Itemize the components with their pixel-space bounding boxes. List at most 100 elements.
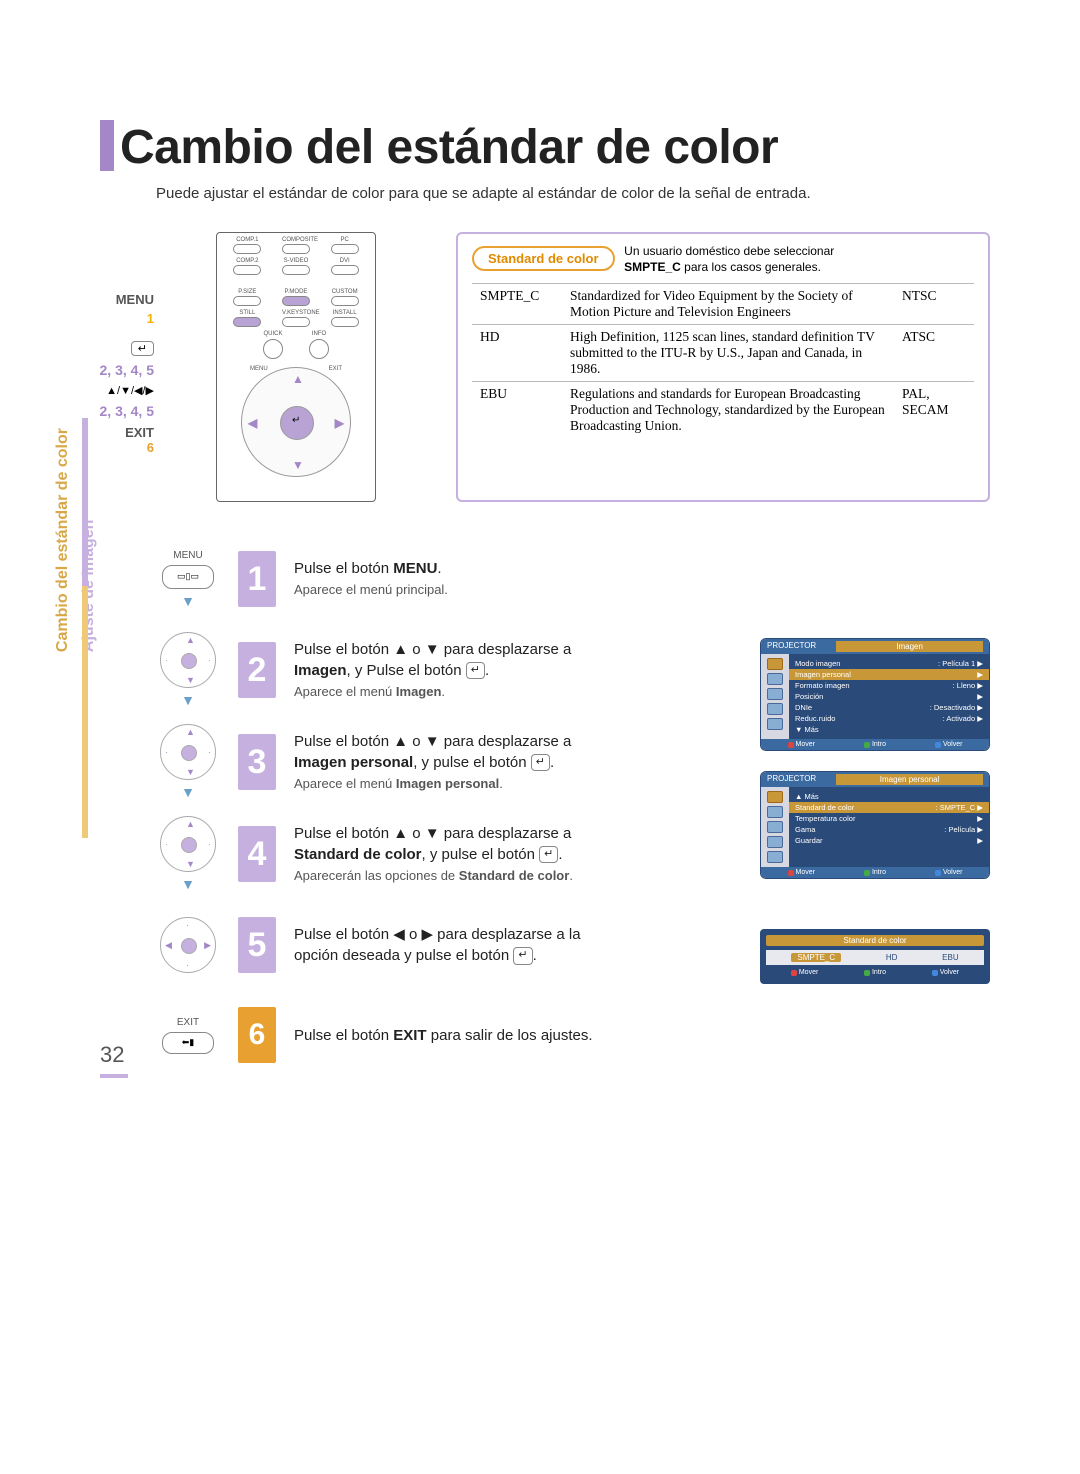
sidebar-stripe: [82, 418, 88, 838]
rb: DVI: [340, 258, 350, 264]
rb: CUSTOM: [332, 289, 358, 295]
osd-foot: Mover: [788, 869, 815, 876]
step-6: EXIT ⬅▮ 6 Pulse el botón EXIT para salir…: [156, 998, 730, 1072]
rb: MENU: [250, 366, 268, 372]
rb: S-VIDEO: [284, 258, 309, 264]
osd-foot: Mover: [791, 969, 818, 976]
exit-button-icon: ⬅▮: [162, 1032, 214, 1054]
step-number: 3: [238, 734, 276, 790]
t: Standard de color: [294, 846, 422, 863]
table-row: SMPTE_CStandardized for Video Equipment …: [472, 284, 974, 325]
remote-dpad-steps: 2, 3, 4, 5: [76, 403, 154, 419]
osd-foot: Volver: [935, 741, 962, 748]
remote-step-1: 1: [76, 311, 154, 326]
osd-title: Imagen personal: [836, 774, 983, 785]
remote-diagram: MENU 1 ↵ 2, 3, 4, 5 ▲/▼/◀/▶ 2, 3, 4, 5 E…: [156, 232, 406, 502]
enter-icon: ↵: [513, 947, 532, 964]
badge-desc-2b: para los casos generales.: [681, 260, 821, 274]
rb: V.KEYSTONE: [282, 310, 320, 316]
step-2: ▲▼·· ▼ 2 Pulse el botón ▲ o ▼ para despl…: [156, 632, 730, 708]
dpad-icon: ▲▼··: [160, 724, 216, 780]
t: , y Pulse el botón: [347, 662, 466, 679]
step-number: 4: [238, 826, 276, 882]
enter-icon: ↵: [131, 341, 154, 356]
dpad: MENU EXIT ▲▼◀▶ ↵: [241, 367, 351, 477]
step-number: 5: [238, 917, 276, 973]
osd-title: Imagen: [836, 641, 983, 652]
menu-button-icon: ▭▯▭: [162, 565, 214, 589]
t: .: [499, 776, 503, 791]
standard-color-badge: Standard de color: [472, 246, 615, 271]
t: Aparecerán las opciones de: [294, 868, 459, 883]
dpad-arrows-label: ▲/▼/◀/▶: [76, 384, 154, 397]
intro-text: Puede ajustar el estándar de color para …: [156, 185, 990, 202]
dpad-icon: ··◀▶: [160, 917, 216, 973]
osd-head: PROJECTOR: [767, 774, 816, 785]
osd-opt: SMPTE_C: [791, 953, 841, 962]
page-title: Cambio del estándar de color: [120, 120, 778, 175]
step-number: 6: [238, 1007, 276, 1063]
step-5: ··◀▶ 5 Pulse el botón ◀ o ▶ para desplaz…: [156, 908, 730, 982]
t: Pulse el botón ▲ o ▼ para desplazarse a: [294, 733, 571, 750]
t: Aparece el menú: [294, 684, 396, 699]
enter-icon: ↵: [539, 846, 558, 863]
badge-desc-1: Un usuario doméstico debe seleccionar: [624, 244, 834, 258]
t: Aparece el menú principal.: [294, 582, 448, 597]
t: Pulse el botón: [294, 1027, 393, 1044]
t: EXIT: [393, 1027, 426, 1044]
rb: COMP.2: [236, 258, 258, 264]
sidebar-section-1: Ajuste de imagen: [76, 418, 102, 662]
standard-color-card: Standard de color Un usuario doméstico d…: [456, 232, 990, 502]
step-3: ▲▼·· ▼ 3 Pulse el botón ▲ o ▼ para despl…: [156, 724, 730, 800]
table-row: HDHigh Definition, 1125 scan lines, stan…: [472, 325, 974, 382]
osd-select: Standard de color SMPTE_C HD EBU MoverIn…: [760, 929, 990, 984]
down-arrow-icon: ▼: [181, 593, 195, 609]
osd-opt: EBU: [942, 953, 958, 962]
rb: STILL: [239, 310, 255, 316]
t: Pulse el botón: [294, 560, 393, 577]
rb: P.SIZE: [238, 289, 256, 295]
rb: P.MODE: [285, 289, 308, 295]
sidebar-section-2: Cambio del estándar de color: [50, 418, 76, 662]
osd-foot: Intro: [864, 969, 886, 976]
osd-foot: Volver: [935, 869, 962, 876]
t: MENU: [393, 560, 437, 577]
step-4: ▲▼·· ▼ 4 Pulse el botón ▲ o ▼ para despl…: [156, 816, 730, 892]
osd-select-title: Standard de color: [766, 935, 984, 946]
remote-enter-steps: 2, 3, 4, 5: [76, 362, 154, 378]
t: Standard de color: [459, 868, 570, 883]
badge-desc-2a: SMPTE_C: [624, 260, 681, 274]
down-arrow-icon: ▼: [181, 692, 195, 708]
rb: EXIT: [329, 366, 342, 372]
t: Imagen personal: [396, 776, 499, 791]
t: opción deseada y pulse el botón: [294, 947, 513, 964]
t: Aparece el menú: [294, 776, 396, 791]
osd-head: PROJECTOR: [767, 641, 816, 652]
rb: COMPOSITE: [282, 237, 318, 243]
t: Pulse el botón ◀ o ▶ para desplazarse a …: [294, 926, 581, 943]
step-number: 1: [238, 551, 276, 607]
enter-icon: ↵: [466, 662, 485, 679]
osd-imagen: PROJECTORImagen Modo imagen: Película 1 …: [760, 638, 990, 751]
enter-icon: ↵: [531, 754, 550, 771]
title-accent-bar: [100, 120, 114, 171]
menu-label: MENU: [173, 550, 202, 561]
t: Pulse el botón ▲ o ▼ para desplazarse a: [294, 825, 571, 842]
osd-foot: Intro: [864, 741, 886, 748]
rb: PC: [340, 237, 348, 243]
enter-button: ↵: [280, 406, 314, 440]
table-row: EBURegulations and standards for Europea…: [472, 382, 974, 439]
t: .: [441, 684, 445, 699]
osd-imagen-personal: PROJECTORImagen personal ▲ Más Standard …: [760, 771, 990, 879]
exit-label: EXIT: [177, 1017, 199, 1028]
t: para salir de los ajustes.: [427, 1027, 593, 1044]
step-number: 2: [238, 642, 276, 698]
t: , y pulse el botón: [422, 846, 540, 863]
t: Imagen: [294, 662, 347, 679]
t: .: [569, 868, 573, 883]
osd-foot: Intro: [864, 869, 886, 876]
t: Imagen: [396, 684, 442, 699]
standards-table: SMPTE_CStandardized for Video Equipment …: [472, 283, 974, 438]
t: Imagen personal: [294, 754, 413, 771]
down-arrow-icon: ▼: [181, 784, 195, 800]
